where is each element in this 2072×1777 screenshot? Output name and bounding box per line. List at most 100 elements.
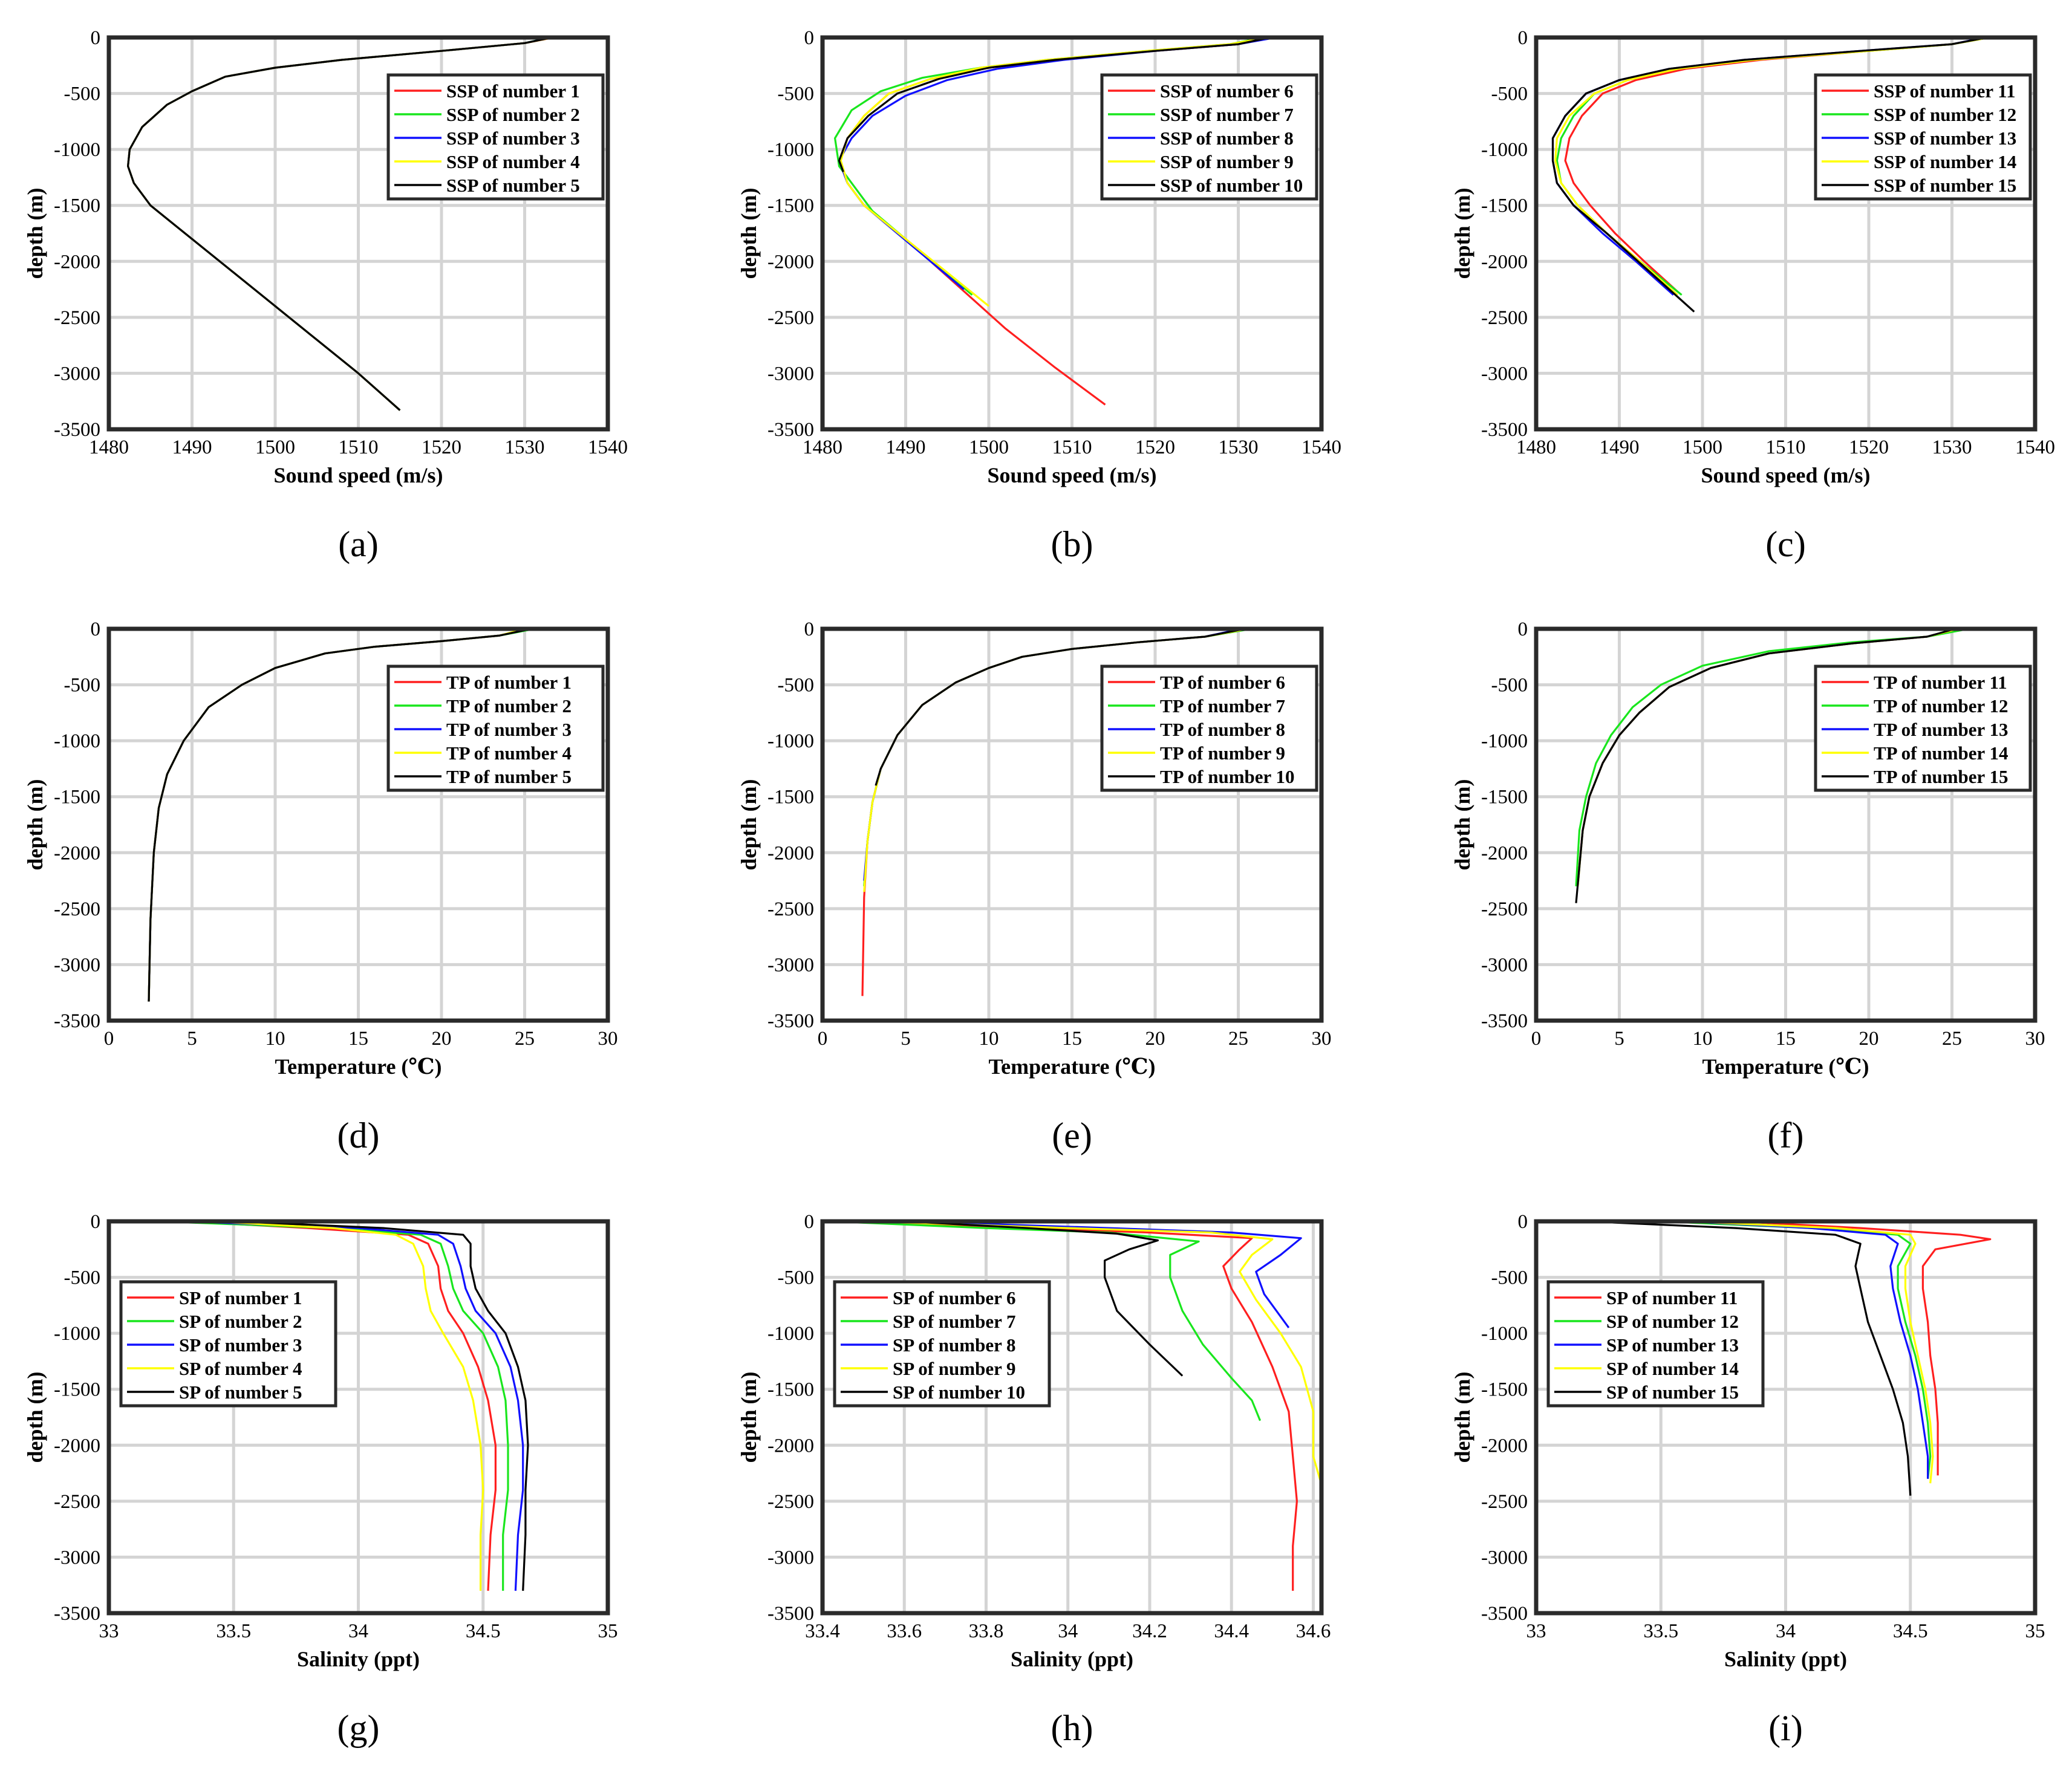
y-tick-label: -500: [1491, 1267, 1528, 1289]
panel-f: 0 5 10 15 20 25 30 0 -500 -1000 -1500 -2000 -2500 -30…: [1450, 619, 2045, 1155]
series-line-5: [233, 1220, 529, 1591]
y-tick-label: -3500: [54, 1603, 100, 1625]
x-tick-label: 34: [1058, 1620, 1078, 1642]
y-tick-label: -3500: [767, 1010, 814, 1032]
y-tick-label: -3500: [54, 419, 100, 441]
series-line-1: [863, 1220, 1298, 1591]
panel-b: 1480 1490 1500 1510 1520 1530 1540 0 -500 -1000 -1…: [737, 27, 1341, 564]
series-line-5: [127, 36, 553, 411]
x-tick-label: 10: [979, 1028, 999, 1050]
series-line-5: [904, 1220, 1184, 1377]
y-tick-label: -500: [64, 83, 101, 105]
legend-entry-1: SP of number 11: [1606, 1287, 1738, 1308]
legend-entry-2: SSP of number 12: [1874, 104, 2016, 125]
y-tick-label: -3000: [1481, 954, 1528, 976]
legend-entry-2: TP of number 12: [1874, 695, 2008, 716]
y-tick-label: 0: [1518, 1211, 1528, 1233]
x-tick-label: 10: [266, 1028, 285, 1050]
x-tick-label: 5: [187, 1028, 197, 1050]
series-line-5: [875, 628, 1245, 786]
y-tick-label: -3000: [1481, 363, 1528, 385]
series-line-1: [183, 1220, 497, 1591]
y-tick-label: -500: [64, 675, 101, 697]
x-tick-label: 5: [1614, 1028, 1624, 1050]
legend-entry-3: SSP of number 3: [446, 128, 580, 149]
x-tick-label: 15: [1776, 1028, 1796, 1050]
x-tick-label: 1540: [588, 437, 628, 458]
y-tick-label: -1500: [767, 787, 814, 808]
x-tick-label: 0: [1531, 1028, 1542, 1050]
y-tick-label: -1000: [1481, 1323, 1528, 1345]
x-tick-label: 1490: [172, 437, 212, 458]
panel-h: 33.4 33.6 33.8 34 34.2 34.4 34.6 0 -500 -1000 -150…: [737, 1211, 1331, 1748]
y-tick-label: -500: [778, 83, 815, 105]
x-tick-label: 33.4: [805, 1620, 840, 1642]
y-tick-label: -1000: [54, 1323, 100, 1345]
x-tick-label: 30: [1312, 1028, 1332, 1050]
x-tick-label: 34.5: [1893, 1620, 1928, 1642]
y-tick-label: -1500: [1481, 1379, 1528, 1401]
x-tick-label: 1510: [1766, 437, 1806, 458]
x-tick-label: 30: [2025, 1028, 2045, 1050]
x-tick-label: 1490: [1600, 437, 1640, 458]
legend-entry-2: SSP of number 7: [1160, 104, 1294, 125]
legend-entry-2: TP of number 7: [1160, 695, 1285, 716]
x-tick-label: 35: [2025, 1620, 2045, 1642]
legend-entry-5: SP of number 15: [1606, 1382, 1739, 1403]
legend-entry-1: SSP of number 11: [1874, 80, 2016, 102]
x-axis-label: Temperature (℃): [1702, 1054, 1869, 1079]
y-tick-label: -3000: [1481, 1547, 1528, 1568]
legend-entry-5: SSP of number 15: [1874, 175, 2016, 196]
legend-entry-3: SSP of number 8: [1160, 128, 1294, 149]
y-tick-label: 0: [1518, 27, 1528, 49]
series-line-4: [863, 1220, 1323, 1485]
x-tick-label: 35: [598, 1620, 618, 1642]
y-tick-label: -2500: [1481, 1491, 1528, 1513]
legend-entry-4: TP of number 4: [446, 742, 572, 764]
panel-caption: (h): [1051, 1708, 1093, 1748]
y-axis-label: depth (m): [23, 188, 47, 279]
x-tick-label: 0: [104, 1028, 114, 1050]
y-tick-label: 0: [91, 619, 101, 640]
series-line-3: [1686, 1220, 1929, 1479]
x-tick-label: 1530: [505, 437, 545, 458]
y-tick-label: -500: [1491, 83, 1528, 105]
legend-entry-1: TP of number 11: [1874, 672, 2007, 693]
y-tick-label: -1000: [54, 139, 100, 161]
y-tick-label: -2500: [54, 1491, 100, 1513]
series-line-5: [838, 36, 1271, 172]
y-tick-label: -2500: [54, 307, 100, 329]
y-tick-label: -3000: [767, 1547, 814, 1568]
y-tick-label: -1500: [54, 787, 100, 808]
y-tick-label: -2000: [1481, 251, 1528, 273]
legend-entry-3: SSP of number 13: [1874, 128, 2016, 149]
legend-box: [386, 73, 605, 201]
legend-entry-1: SP of number 1: [179, 1287, 302, 1308]
legend-entry-5: TP of number 10: [1160, 766, 1294, 787]
y-tick-label: -2500: [1481, 898, 1528, 920]
legend-entry-3: TP of number 13: [1874, 719, 2008, 740]
x-tick-label: 10: [1693, 1028, 1713, 1050]
axes-frame: [106, 1219, 610, 1616]
axes-frame: [1534, 35, 2038, 432]
panel-i: 33 33.5 34 34.5 35 0 -500 -1000 -1500 -2000 -2500 -…: [1450, 1211, 2045, 1748]
x-tick-label: 1540: [1302, 437, 1341, 458]
y-tick-label: -3500: [767, 1603, 814, 1625]
x-tick-label: 1500: [969, 437, 1009, 458]
series-line-3: [183, 1220, 524, 1591]
x-axis-label: Sound speed (m/s): [1701, 463, 1870, 487]
axes-frame: [820, 626, 1324, 1023]
x-tick-label: 1520: [422, 437, 461, 458]
y-tick-label: 0: [91, 1211, 101, 1233]
y-tick-label: -1000: [1481, 139, 1528, 161]
x-tick-label: 1520: [1135, 437, 1175, 458]
y-tick-label: -1500: [767, 1379, 814, 1401]
legend-entry-3: SP of number 13: [1606, 1334, 1739, 1356]
legend-entry-4: SP of number 9: [893, 1358, 1016, 1379]
axes-frame: [106, 626, 610, 1023]
y-tick-label: -3500: [1481, 1603, 1528, 1625]
x-tick-label: 34: [348, 1620, 368, 1642]
y-axis-label: depth (m): [1450, 1372, 1474, 1463]
y-tick-label: -1500: [1481, 787, 1528, 808]
